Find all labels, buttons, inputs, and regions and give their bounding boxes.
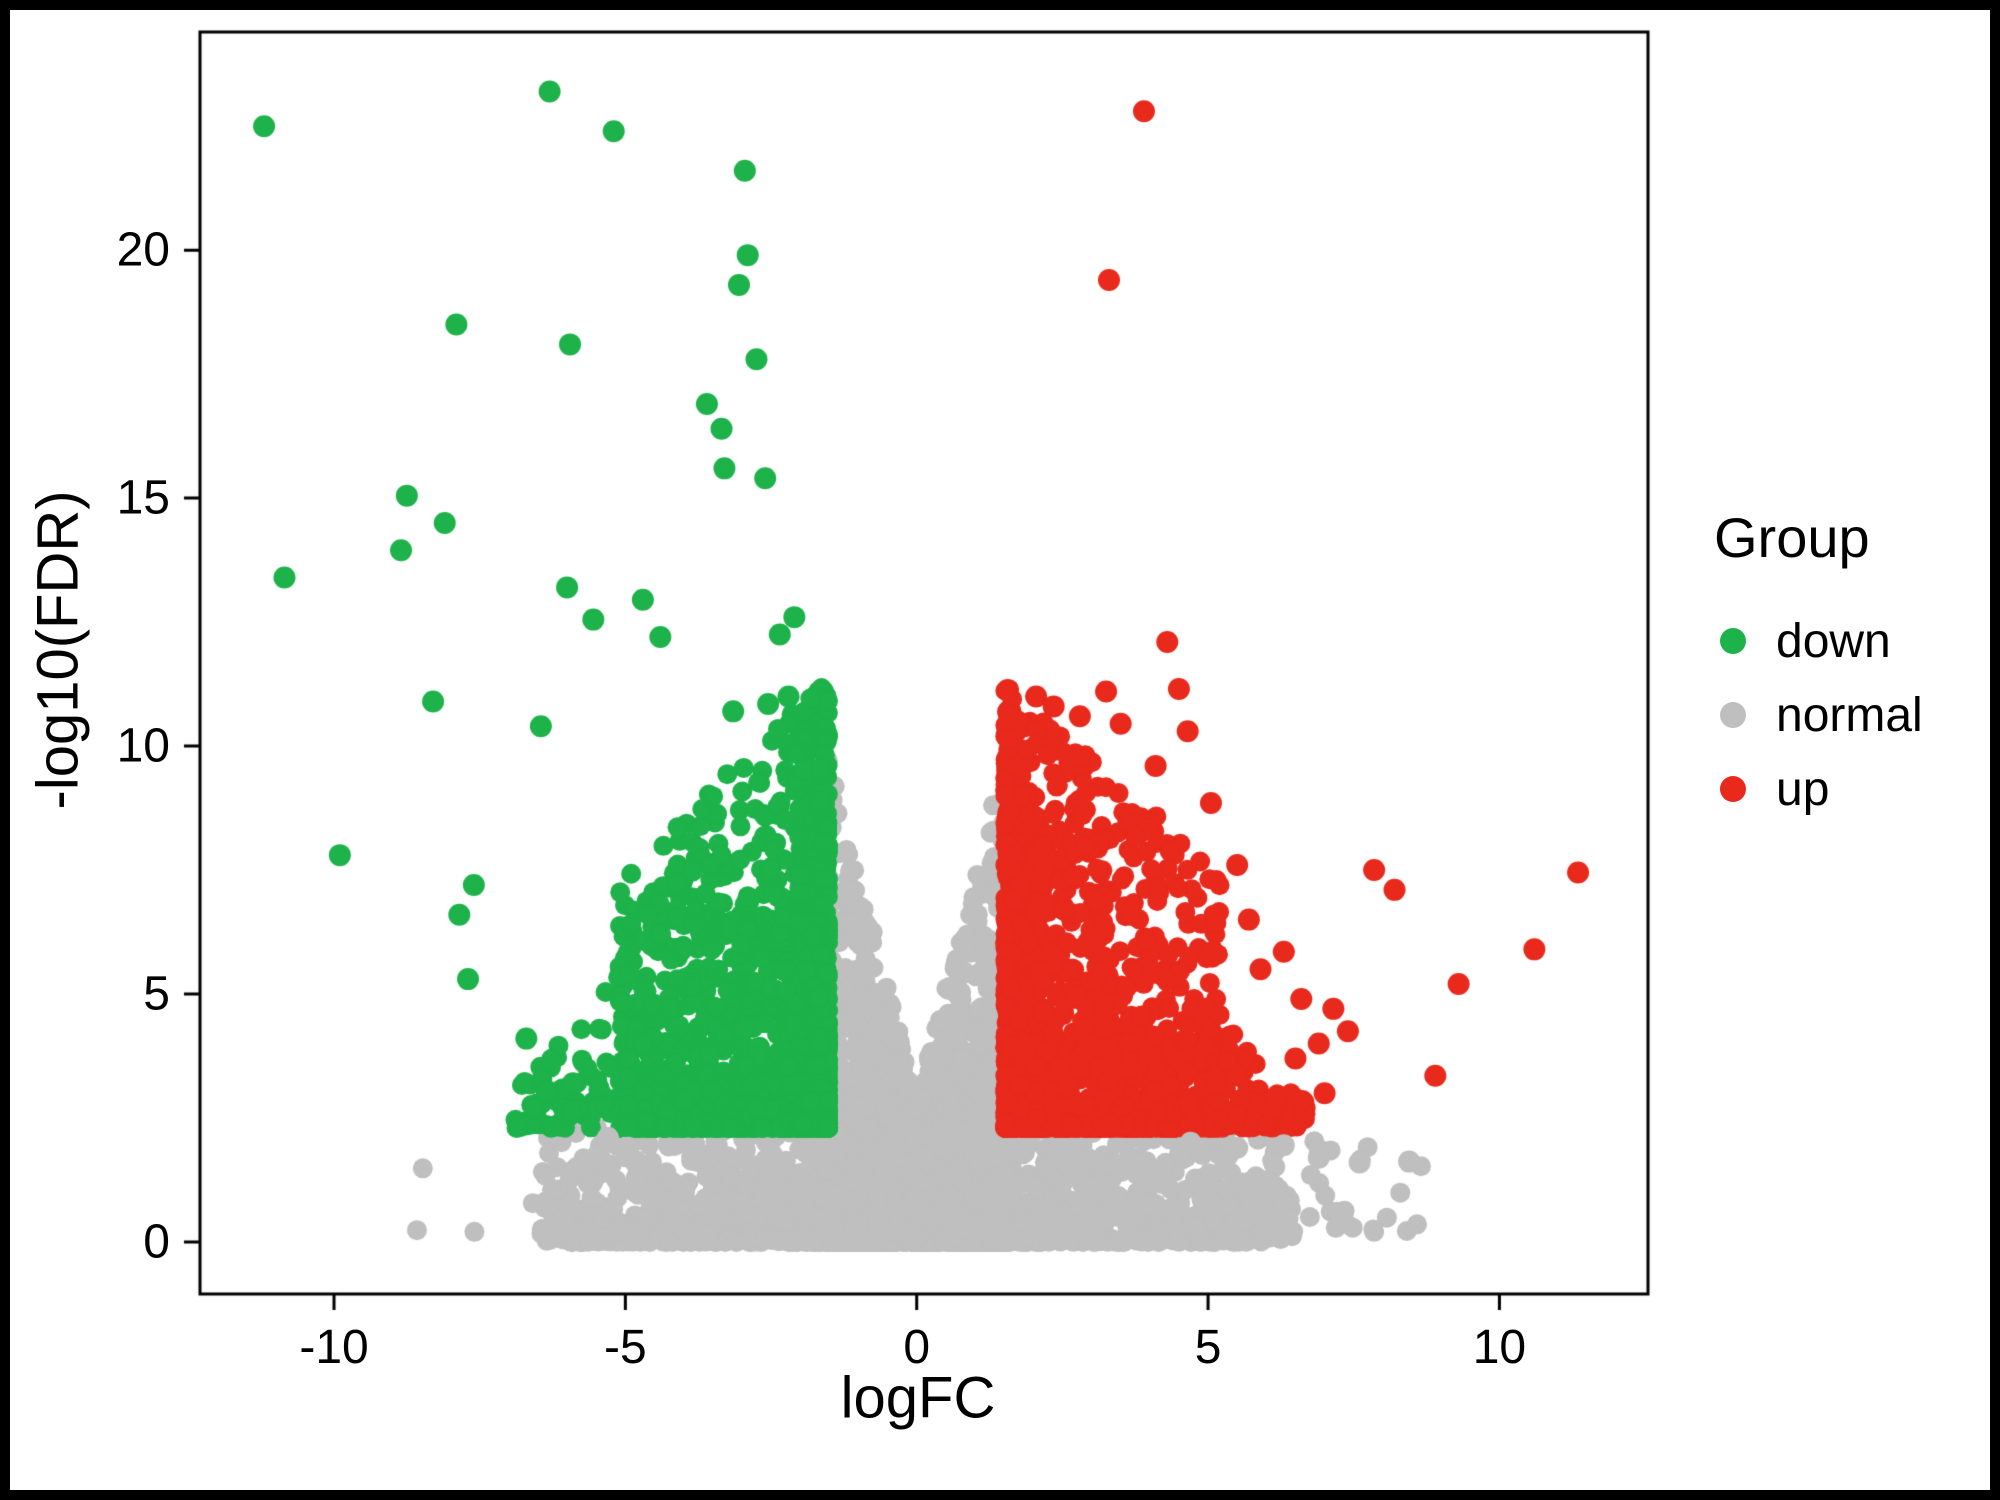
legend-label-normal: normal xyxy=(1776,688,1923,742)
y-axis-title: -log10(FDR) xyxy=(25,490,91,810)
legend-key-normal-icon xyxy=(1720,702,1746,728)
legend-item-normal: normal xyxy=(1712,678,1923,752)
x-tick-label: -5 xyxy=(604,1321,647,1374)
y-tick-label: 0 xyxy=(143,1215,170,1269)
legend-key-up-icon xyxy=(1720,776,1746,802)
legend-item-down: down xyxy=(1712,604,1923,678)
y-tick-label: 5 xyxy=(143,967,170,1021)
y-tick-label: 10 xyxy=(116,719,170,773)
x-tick-label: 0 xyxy=(903,1321,931,1374)
legend-label-down: down xyxy=(1776,614,1891,668)
x-tick-label: 10 xyxy=(1472,1321,1527,1374)
y-tick-label: 15 xyxy=(116,471,170,525)
legend-item-up: up xyxy=(1712,752,1923,826)
legend-label-up: up xyxy=(1776,762,1830,816)
y-tick-label: 20 xyxy=(116,223,170,277)
x-tick-label: 5 xyxy=(1194,1321,1222,1374)
x-tick-label: -10 xyxy=(299,1321,369,1374)
legend-title: Group xyxy=(1714,506,1870,569)
legend: Group down normal up xyxy=(1712,505,1923,826)
legend-key-down-icon xyxy=(1720,628,1746,654)
x-axis-title: logFC xyxy=(840,1365,996,1431)
